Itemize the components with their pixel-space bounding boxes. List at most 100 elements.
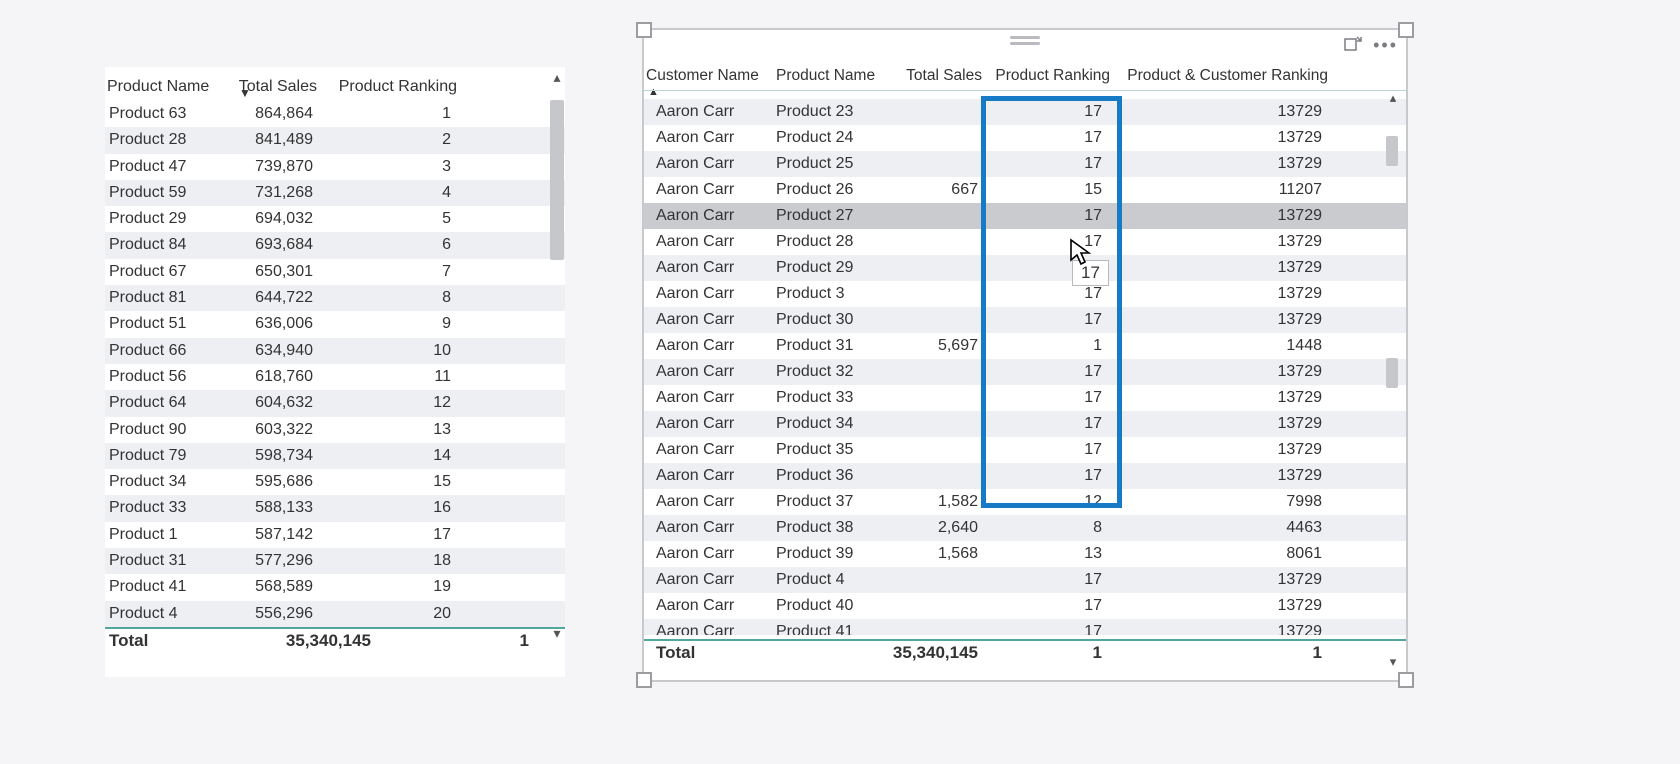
table-row[interactable]: Product 66634,94010 <box>105 338 565 364</box>
cell-rank: 17 <box>984 125 1112 151</box>
left-table-body[interactable]: Product 63864,8641Product 28841,4892Prod… <box>105 101 565 627</box>
table-row[interactable]: Aaron CarrProduct 301713729 <box>644 307 1406 333</box>
cell-product: Product 28 <box>774 229 886 255</box>
table-row[interactable]: Product 63864,8641 <box>105 101 565 127</box>
table-row[interactable]: Product 41568,58919 <box>105 574 565 600</box>
resize-handle[interactable] <box>1398 672 1414 688</box>
scroll-thumb[interactable] <box>1386 136 1398 166</box>
right-table-visual[interactable]: ••• Customer Name▲ Product Name Total Sa… <box>642 28 1408 682</box>
left-scrollbar[interactable]: ▴ ▾ <box>548 70 566 640</box>
sort-indicator-icon: ▼ <box>239 86 251 100</box>
cell-rank: 17 <box>984 385 1112 411</box>
more-options-icon[interactable]: ••• <box>1373 38 1398 52</box>
scroll-thumb[interactable] <box>550 100 564 260</box>
table-row[interactable]: Product 4556,29620 <box>105 601 565 627</box>
scroll-down-icon[interactable]: ▾ <box>548 626 566 640</box>
cell-rank: 7 <box>319 259 459 285</box>
table-row[interactable]: Aaron CarrProduct 341713729 <box>644 411 1406 437</box>
focus-mode-icon[interactable] <box>1344 36 1362 54</box>
table-row[interactable]: Product 84693,6846 <box>105 232 565 258</box>
table-row[interactable]: Aaron CarrProduct 271713729 <box>644 203 1406 229</box>
table-row[interactable]: Aaron CarrProduct 361713729 <box>644 463 1406 489</box>
cell-customer: Aaron Carr <box>644 203 774 229</box>
table-row[interactable]: Aaron CarrProduct 321713729 <box>644 359 1406 385</box>
table-row[interactable]: Aaron CarrProduct 266671511207 <box>644 177 1406 203</box>
cell-rank: 17 <box>984 359 1112 385</box>
table-row[interactable]: Product 79598,73414 <box>105 443 565 469</box>
right-table-body[interactable]: Aaron CarrProduct 22Aaron CarrProduct 23… <box>644 90 1406 639</box>
cell-sales: 603,322 <box>217 417 319 443</box>
scroll-down-icon[interactable]: ▾ <box>1384 654 1402 670</box>
col-product-name[interactable]: Product Name <box>774 67 886 88</box>
cell-sales <box>886 567 984 593</box>
table-row[interactable]: Product 56618,76011 <box>105 364 565 390</box>
table-row-clipped: Aaron CarrProduct 411713729 <box>644 619 1406 635</box>
cell-product: Product 1 <box>105 522 217 548</box>
table-row[interactable]: Product 29694,0325 <box>105 206 565 232</box>
table-row[interactable]: Product 31577,29618 <box>105 548 565 574</box>
table-row[interactable]: Aaron CarrProduct 291713729 <box>644 255 1406 281</box>
cell-customer: Aaron Carr <box>644 333 774 359</box>
table-row[interactable]: Product 81644,7228 <box>105 285 565 311</box>
table-row[interactable]: Aaron CarrProduct 41713729 <box>644 567 1406 593</box>
table-row[interactable]: Aaron CarrProduct 391,568138061 <box>644 541 1406 567</box>
cell-pc-rank: 13729 <box>1112 229 1330 255</box>
scroll-thumb[interactable] <box>1386 358 1398 388</box>
table-row[interactable]: Aaron CarrProduct 231713729 <box>644 99 1406 125</box>
table-row[interactable]: Product 59731,2684 <box>105 180 565 206</box>
table-row[interactable]: Aaron CarrProduct 241713729 <box>644 125 1406 151</box>
cell-pc-rank: 13729 <box>1112 281 1330 307</box>
drag-grip-icon[interactable] <box>1010 36 1040 46</box>
table-row[interactable]: Product 67650,3017 <box>105 259 565 285</box>
cell-customer: Aaron Carr <box>644 359 774 385</box>
table-row[interactable]: Product 51636,0069 <box>105 311 565 337</box>
resize-handle[interactable] <box>636 672 652 688</box>
left-table-visual[interactable]: Product Name Total Sales▼ Product Rankin… <box>105 67 565 677</box>
cell-product: Product 33 <box>105 495 217 521</box>
table-row[interactable]: Aaron CarrProduct 401713729 <box>644 593 1406 619</box>
table-row[interactable]: Product 34595,68615 <box>105 469 565 495</box>
cell-product: Product 51 <box>105 311 217 337</box>
cell-sales: 595,686 <box>217 469 319 495</box>
col-product-name[interactable]: Product Name <box>105 78 217 99</box>
table-row[interactable]: Aaron CarrProduct 31713729 <box>644 281 1406 307</box>
scroll-up-icon[interactable]: ▴ <box>1384 90 1402 106</box>
table-row[interactable]: Product 1587,14217 <box>105 522 565 548</box>
table-row[interactable]: Aaron CarrProduct 315,69711448 <box>644 333 1406 359</box>
resize-handle[interactable] <box>1398 22 1414 38</box>
col-product-ranking[interactable]: Product Ranking <box>984 67 1112 88</box>
cell-sales: 634,940 <box>217 338 319 364</box>
table-row[interactable]: Product 28841,4892 <box>105 127 565 153</box>
cell-customer: Aaron Carr <box>644 463 774 489</box>
table-row[interactable]: Product 47739,8703 <box>105 154 565 180</box>
table-row[interactable]: Product 90603,32213 <box>105 417 565 443</box>
visual-title-bar[interactable]: ••• <box>644 30 1406 60</box>
right-table-header: Customer Name▲ Product Name Total Sales … <box>644 60 1406 90</box>
scroll-up-icon[interactable]: ▴ <box>548 70 566 84</box>
table-row[interactable]: Aaron CarrProduct 281713729 <box>644 229 1406 255</box>
cell-product: Product 35 <box>774 437 886 463</box>
cell-pc-rank: 13729 <box>1112 385 1330 411</box>
cell-product: Product 56 <box>105 364 217 390</box>
cell-sales: 636,006 <box>217 311 319 337</box>
cell-rank: 17 <box>984 411 1112 437</box>
col-total-sales[interactable]: Total Sales <box>886 67 984 88</box>
table-row[interactable]: Aaron CarrProduct 371,582127998 <box>644 489 1406 515</box>
col-product-ranking[interactable]: Product Ranking <box>319 78 459 99</box>
table-row[interactable]: Product 64604,63212 <box>105 390 565 416</box>
right-scrollbar[interactable]: ▴ ▾ <box>1384 90 1402 670</box>
table-row[interactable]: Aaron CarrProduct 382,64084463 <box>644 515 1406 541</box>
cell-customer: Aaron Carr <box>644 411 774 437</box>
cell-rank: 17 <box>984 229 1112 255</box>
col-customer-name[interactable]: Customer Name▲ <box>644 67 774 88</box>
table-row[interactable]: Product 33588,13316 <box>105 495 565 521</box>
col-product-customer-ranking[interactable]: Product & Customer Ranking <box>1112 67 1330 88</box>
cell-pc-rank: 13729 <box>1112 411 1330 437</box>
resize-handle[interactable] <box>636 22 652 38</box>
cell-sales: 864,864 <box>217 101 319 127</box>
table-row[interactable]: Aaron CarrProduct 331713729 <box>644 385 1406 411</box>
col-total-sales[interactable]: Total Sales▼ <box>217 78 319 99</box>
cell-sales <box>886 385 984 411</box>
table-row[interactable]: Aaron CarrProduct 251713729 <box>644 151 1406 177</box>
table-row[interactable]: Aaron CarrProduct 351713729 <box>644 437 1406 463</box>
